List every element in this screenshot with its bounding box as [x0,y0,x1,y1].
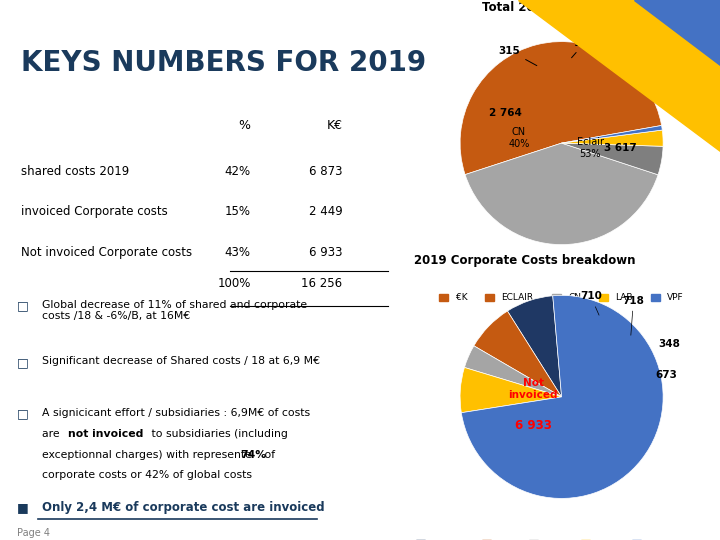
Wedge shape [462,295,663,498]
Text: □: □ [17,300,29,313]
Text: 15%: 15% [225,205,251,218]
Text: exceptionnal charges) with represente: exceptionnal charges) with represente [42,450,255,460]
Text: KEYS NUMBERS FOR 2019: KEYS NUMBERS FOR 2019 [21,49,426,77]
Wedge shape [465,143,658,245]
Text: □: □ [17,356,29,369]
Text: Global decrease of 11% of shared and corporate
costs /18 & -6%/B, at 16M€: Global decrease of 11% of shared and cor… [42,300,307,321]
Text: Not invoiced Corporate costs: Not invoiced Corporate costs [21,246,192,259]
Text: 6 933: 6 933 [515,419,552,432]
Text: 673: 673 [655,369,677,380]
Text: K€: K€ [326,119,343,132]
Text: 6 933: 6 933 [309,246,343,259]
Text: not invoiced: not invoiced [68,429,143,440]
Text: 710: 710 [580,292,602,315]
Text: □: □ [17,408,29,421]
Wedge shape [562,125,662,143]
Text: Eclair
53%: Eclair 53% [577,137,603,159]
Wedge shape [562,130,663,146]
Text: 3 617: 3 617 [604,143,637,153]
Legend: ECLAIR, CN, LAB, VPF, Non invoiced: ECLAIR, CN, LAB, VPF, Non invoiced [412,536,711,540]
Text: 2019 Corporate Costs breakdown: 2019 Corporate Costs breakdown [415,254,636,267]
Text: 6 873: 6 873 [309,165,343,178]
Text: CN
40%: CN 40% [508,127,530,149]
Text: Significant decrease of Shared costs / 18 at 6,9 M€: Significant decrease of Shared costs / 1… [42,356,320,367]
Text: ■: ■ [17,501,29,514]
Wedge shape [460,42,662,174]
Wedge shape [464,346,562,397]
Text: Not
invoiced: Not invoiced [508,378,558,400]
Text: invoiced Corporate costs: invoiced Corporate costs [21,205,168,218]
Text: 718: 718 [623,295,644,335]
Legend: €K, ECLAIR, CN, LAB, VPF: €K, ECLAIR, CN, LAB, VPF [436,290,688,306]
Text: 100%: 100% [217,276,251,290]
Polygon shape [518,0,720,151]
Text: %: % [238,119,251,132]
Text: 42%: 42% [225,165,251,178]
Text: corporate costs or 42% of global costs: corporate costs or 42% of global costs [42,470,252,481]
Text: of: of [261,450,275,460]
Polygon shape [634,0,720,65]
Wedge shape [508,296,562,397]
Text: Page 4: Page 4 [17,528,50,538]
Text: 2 764: 2 764 [490,107,522,118]
Wedge shape [562,143,663,175]
Text: A signicicant effort / subsidiaries : 6,9M€ of costs: A signicicant effort / subsidiaries : 6,… [42,408,310,418]
Text: Only 2,4 M€ of corporate cost are invoiced: Only 2,4 M€ of corporate cost are invoic… [42,501,325,514]
Title: Total 2019 Shared costs: Total 2019 Shared costs [482,1,641,14]
Text: 177: 177 [572,38,595,58]
Wedge shape [474,311,562,397]
Text: 2 449: 2 449 [309,205,343,218]
Text: 348: 348 [658,339,680,349]
Text: to subsidiaries (including: to subsidiaries (including [148,429,288,440]
Text: shared costs 2019: shared costs 2019 [21,165,129,178]
Wedge shape [460,367,562,413]
Text: 16 256: 16 256 [301,276,343,290]
Text: are: are [42,429,63,440]
Text: 74%: 74% [240,450,266,460]
Text: 315: 315 [499,46,537,66]
Text: 43%: 43% [225,246,251,259]
